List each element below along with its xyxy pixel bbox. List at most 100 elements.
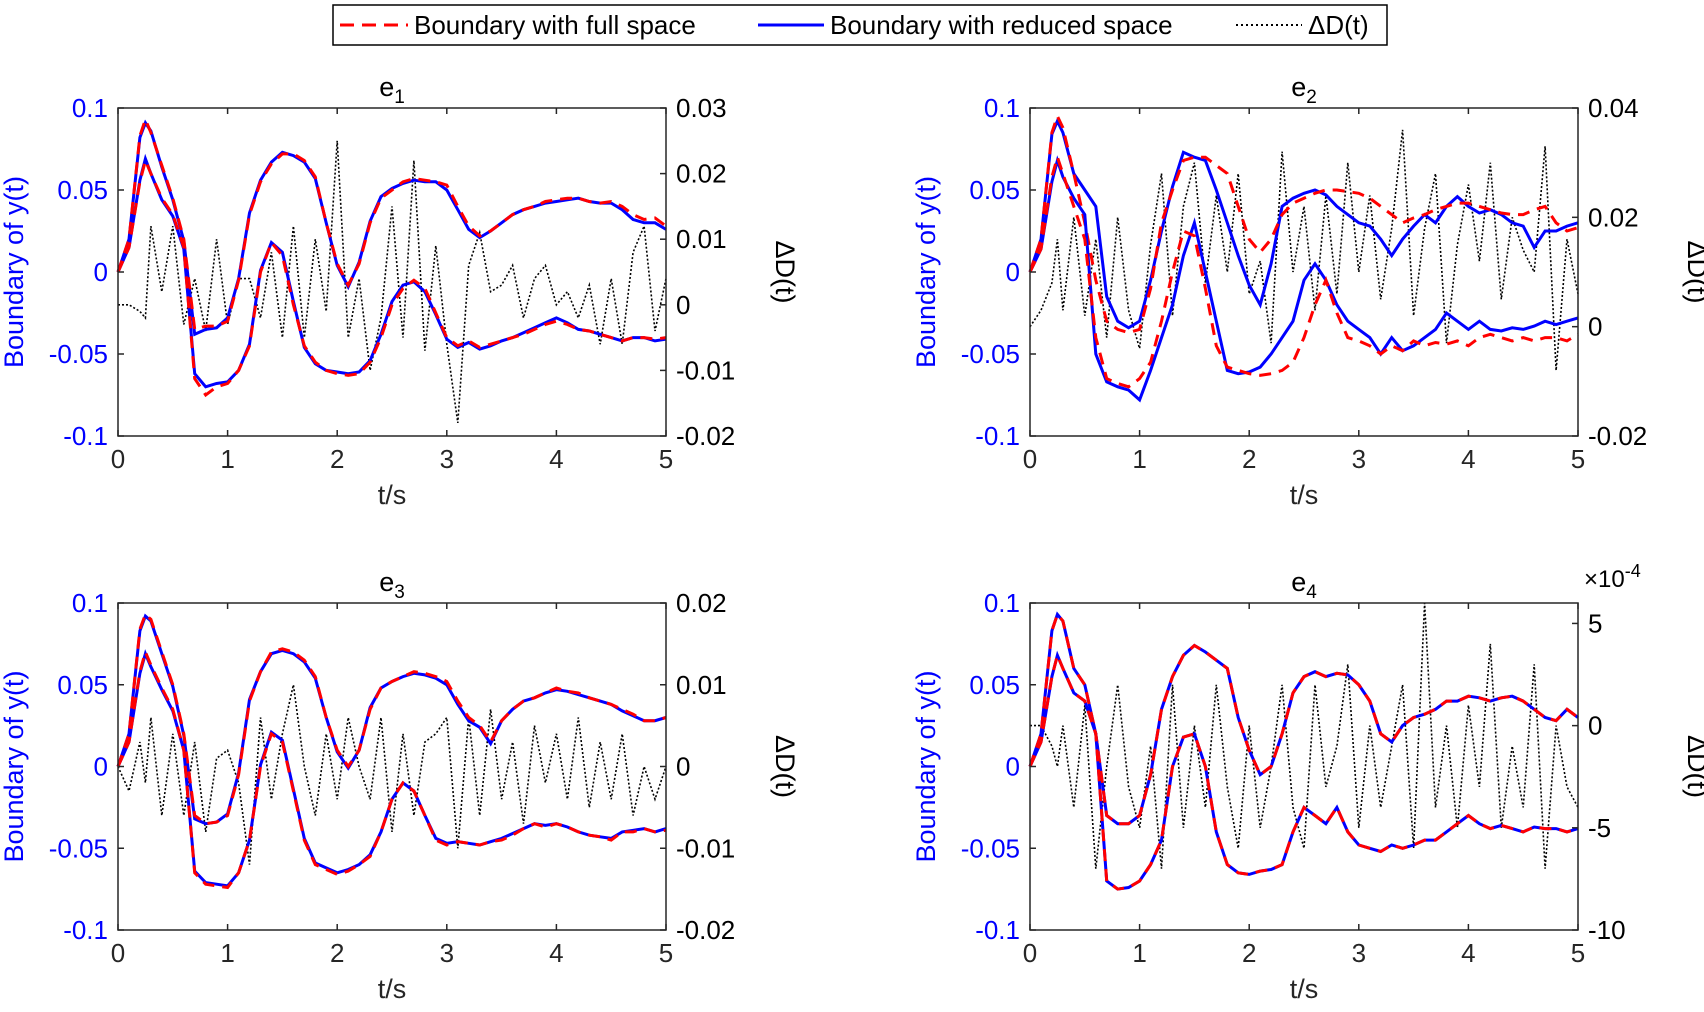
y-tick-label: -0.05 bbox=[49, 339, 108, 369]
x-tick-label: 0 bbox=[111, 444, 125, 474]
y2-tick-label: -5 bbox=[1588, 813, 1611, 843]
reduced-upper-line-e2 bbox=[1028, 117, 1579, 330]
y2-tick-label: -0.02 bbox=[676, 915, 735, 945]
legend-box bbox=[332, 4, 1388, 46]
legend: Boundary with full space Boundary with r… bbox=[332, 4, 1388, 46]
y2-tick-label: -10 bbox=[1588, 915, 1626, 945]
x-tick-label: 0 bbox=[1023, 444, 1037, 474]
x-tick-label: 2 bbox=[330, 444, 344, 474]
y-tick-label: 0.1 bbox=[984, 93, 1020, 123]
full-lower-line-e1 bbox=[116, 155, 667, 398]
x-tick-label: 2 bbox=[330, 938, 344, 968]
y-tick-label: -0.1 bbox=[975, 915, 1020, 945]
y2-axis-label: ΔD(t) bbox=[770, 735, 800, 798]
x-tick-label: 5 bbox=[1571, 938, 1585, 968]
delta-line-e1 bbox=[118, 140, 667, 424]
y-axis-label: Boundary of y(t) bbox=[0, 176, 29, 368]
y-tick-label: 0.1 bbox=[984, 588, 1020, 618]
y-tick-label: 0.05 bbox=[969, 175, 1020, 205]
x-axis-label: t/s bbox=[378, 974, 407, 1004]
y2-tick-label: 0.04 bbox=[1588, 93, 1639, 123]
x-tick-label: 5 bbox=[1571, 444, 1585, 474]
y2-tick-label: 0.02 bbox=[1588, 202, 1639, 232]
full-upper-line-e2 bbox=[1028, 112, 1579, 335]
y-tick-label: -0.1 bbox=[63, 915, 108, 945]
title-subscript: 2 bbox=[1306, 87, 1317, 108]
y2-exponent-label: ×10-4 bbox=[1584, 561, 1641, 593]
y-axis-label: Boundary of y(t) bbox=[911, 670, 941, 862]
x-tick-label: 4 bbox=[549, 938, 563, 968]
delta-line-e2 bbox=[1029, 129, 1579, 371]
full-upper-line-e1 bbox=[116, 115, 667, 332]
y2-axis-label: ΔD(t) bbox=[1682, 735, 1704, 798]
x-tick-label: 5 bbox=[659, 938, 673, 968]
y2-tick-label: 0 bbox=[1588, 711, 1602, 741]
y-tick-label: 0.1 bbox=[72, 588, 108, 618]
y2-tick-label: 0 bbox=[1588, 312, 1602, 342]
chart-title-e3: e3 bbox=[379, 567, 405, 603]
exponent-base: ×10 bbox=[1584, 566, 1625, 593]
title-base: e bbox=[379, 72, 394, 102]
x-tick-label: 0 bbox=[111, 938, 125, 968]
y2-tick-label: 0.01 bbox=[676, 670, 727, 700]
panel-e3: 0 1 2 3 4 5 -0.1 -0.05 0 0.05 0.1 -0.02 -0.01 0 0.01 0.… bbox=[0, 567, 800, 1004]
y-tick-label: 0.05 bbox=[969, 670, 1020, 700]
full-upper-line-e4 bbox=[1028, 611, 1579, 826]
y2-tick-label: 0.02 bbox=[676, 159, 727, 189]
x-tick-label: 1 bbox=[220, 938, 234, 968]
x-axis-label: t/s bbox=[378, 480, 407, 510]
legend-label-delta: ΔD(t) bbox=[1308, 10, 1369, 40]
y2-axis-label: ΔD(t) bbox=[770, 240, 800, 303]
x-tick-label: 3 bbox=[440, 444, 454, 474]
y2-tick-label: -0.01 bbox=[676, 833, 735, 863]
title-subscript: 3 bbox=[394, 582, 405, 603]
x-tick-label: 0 bbox=[1023, 938, 1037, 968]
delta-line-e3 bbox=[117, 684, 667, 865]
y2-tick-label: 0 bbox=[676, 752, 690, 782]
x-tick-label: 5 bbox=[659, 444, 673, 474]
y2-tick-label: -0.01 bbox=[676, 355, 735, 385]
x-tick-label: 1 bbox=[1132, 938, 1146, 968]
panel-e2: 0 1 2 3 4 5-0.1-0.0500.050.1-0.0200.020.04e2t… bbox=[911, 72, 1704, 510]
y-tick-label: 0.05 bbox=[57, 175, 108, 205]
x-axis-label: t/s bbox=[1290, 974, 1319, 1004]
delta-line-e4 bbox=[1030, 602, 1579, 869]
legend-label-reduced: Boundary with reduced space bbox=[830, 10, 1173, 40]
y2-tick-label: -0.02 bbox=[1588, 421, 1647, 451]
y-tick-label: 0.05 bbox=[57, 670, 108, 700]
full-lower-line-e4 bbox=[1028, 650, 1579, 891]
title-base: e bbox=[379, 567, 394, 597]
x-tick-label: 1 bbox=[1132, 444, 1146, 474]
y-tick-label: 0 bbox=[94, 752, 108, 782]
exponent-power: -4 bbox=[1625, 561, 1641, 581]
full-upper-line-e3 bbox=[116, 611, 667, 826]
title-subscript: 1 bbox=[394, 87, 405, 108]
chart-title-e1: e1 bbox=[379, 72, 405, 108]
full-lower-line-e3 bbox=[116, 647, 667, 890]
y-axis-label: Boundary of y(t) bbox=[911, 176, 941, 368]
y-tick-label: 0 bbox=[1006, 257, 1020, 287]
y-axis-label: Boundary of y(t) bbox=[0, 670, 29, 862]
x-tick-label: 3 bbox=[1352, 444, 1366, 474]
legend-label-full: Boundary with full space bbox=[414, 10, 696, 40]
x-axis-label: t/s bbox=[1290, 480, 1319, 510]
y2-axis-label: ΔD(t) bbox=[1682, 240, 1704, 303]
y-tick-label: 0 bbox=[94, 257, 108, 287]
y-tick-label: -0.05 bbox=[49, 833, 108, 863]
x-tick-label: 4 bbox=[1461, 444, 1475, 474]
y-tick-label: -0.05 bbox=[961, 833, 1020, 863]
y-tick-label: 0 bbox=[1006, 752, 1020, 782]
chart-title-e2: e2 bbox=[1291, 72, 1317, 108]
y-tick-label: -0.1 bbox=[63, 421, 108, 451]
full-lower-line-e2 bbox=[1028, 152, 1579, 389]
y-tick-label: -0.05 bbox=[961, 339, 1020, 369]
title-base: e bbox=[1291, 567, 1306, 597]
y2-tick-label: 5 bbox=[1588, 608, 1602, 638]
y-tick-label: 0.1 bbox=[72, 93, 108, 123]
y2-tick-label: 0.03 bbox=[676, 93, 727, 123]
chart-title-e4: e4 bbox=[1291, 567, 1317, 603]
title-base: e bbox=[1291, 72, 1306, 102]
panel-e1: 0 1 2 3 4 5 -0.1 -0.05 0 0.05 0.1 -0.02 -0.01 0 0.01 0.… bbox=[0, 72, 800, 510]
title-subscript: 4 bbox=[1306, 582, 1317, 603]
